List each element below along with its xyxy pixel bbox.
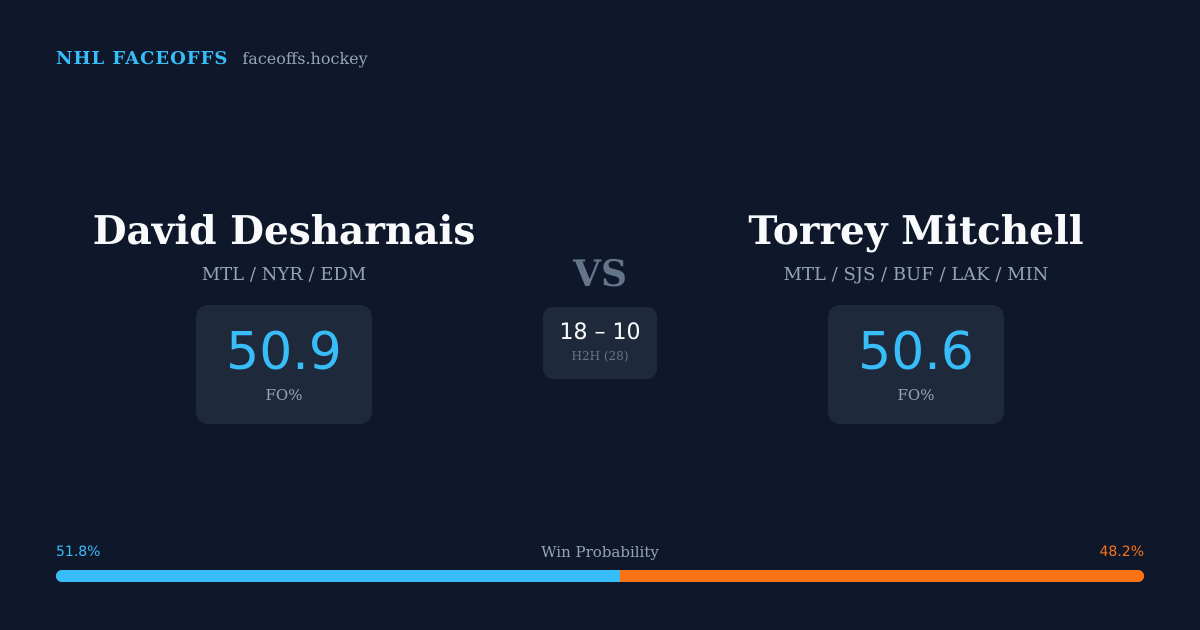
player-left-name: David Desharnais — [92, 208, 476, 254]
brand-name: NHL FACEOFFS — [56, 48, 229, 69]
win-probability-labels: 51.8% Win Probability 48.2% — [56, 542, 1144, 562]
player-left: David Desharnais MTL / NYR / EDM 50.9 FO… — [54, 206, 514, 424]
player-right-name: Torrey Mitchell — [748, 208, 1084, 254]
h2h-label: H2H (28) — [571, 349, 629, 363]
player-right-fo-label: FO% — [897, 386, 935, 404]
player-left-fo-label: FO% — [265, 386, 303, 404]
player-left-fo-value: 50.9 — [226, 322, 342, 382]
player-right-teams: MTL / SJS / BUF / LAK / MIN — [783, 264, 1049, 285]
brand-header: NHL FACEOFFS faceoffs.hockey — [56, 48, 368, 69]
win-probability-right-value: 48.2% — [1099, 544, 1144, 560]
vs-label: VS — [573, 253, 627, 295]
win-probability-bar-left — [56, 570, 620, 582]
win-probability-bar-right — [619, 570, 1144, 582]
player-left-teams: MTL / NYR / EDM — [201, 264, 367, 285]
player-right: Torrey Mitchell MTL / SJS / BUF / LAK / … — [686, 206, 1146, 424]
h2h-score: 18 – 10 — [559, 320, 641, 345]
brand-domain: faceoffs.hockey — [242, 49, 368, 68]
player-left-stat-card: 50.9 FO% — [196, 305, 372, 424]
win-probability-bar — [56, 570, 1144, 582]
player-right-stat-card: 50.6 FO% — [828, 305, 1004, 424]
player-right-fo-value: 50.6 — [858, 322, 974, 382]
win-probability-title: Win Probability — [541, 543, 659, 561]
win-probability-left-value: 51.8% — [56, 544, 101, 560]
h2h-card: 18 – 10 H2H (28) — [543, 307, 657, 379]
